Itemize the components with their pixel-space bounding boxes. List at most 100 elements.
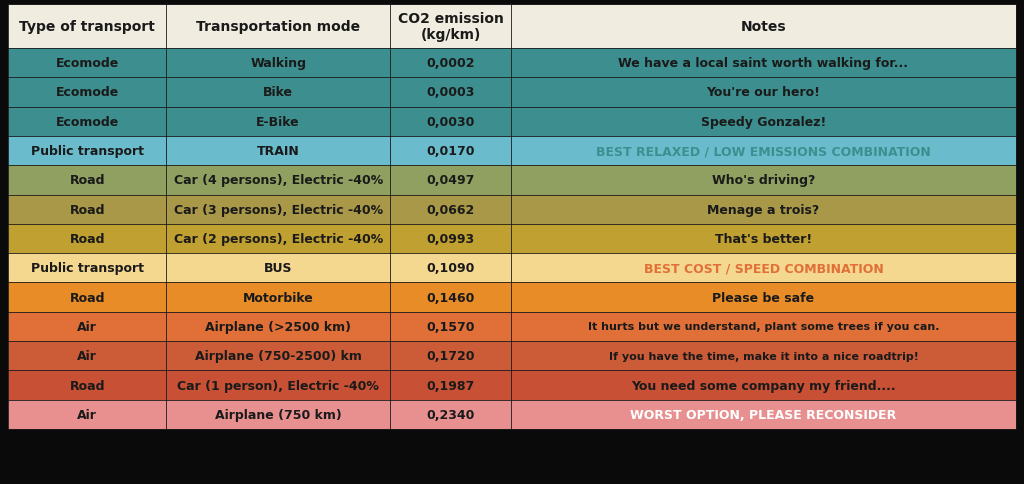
Text: Menage a trois?: Menage a trois? [708, 203, 819, 216]
Bar [511, 312, 1016, 341]
Bar [166, 195, 390, 225]
Text: 0,1987: 0,1987 [426, 379, 475, 392]
Text: Airplane (>2500 km): Airplane (>2500 km) [205, 320, 351, 333]
Bar [8, 5, 166, 49]
Text: 0,0003: 0,0003 [426, 86, 475, 99]
Bar [390, 107, 511, 136]
Text: Airplane (750-2500) km: Airplane (750-2500) km [195, 349, 361, 363]
Text: Type of transport: Type of transport [19, 20, 155, 34]
Text: Ecomode: Ecomode [55, 57, 119, 70]
Text: 0,1090: 0,1090 [426, 262, 475, 275]
Bar [390, 254, 511, 283]
Text: Ecomode: Ecomode [55, 116, 119, 128]
Bar [511, 371, 1016, 400]
Text: You're our hero!: You're our hero! [707, 86, 820, 99]
Bar [390, 49, 511, 78]
Text: BEST RELAXED / LOW EMISSIONS COMBINATION: BEST RELAXED / LOW EMISSIONS COMBINATION [596, 145, 931, 158]
Text: That's better!: That's better! [715, 232, 812, 245]
Bar [511, 225, 1016, 254]
Text: Road: Road [70, 379, 104, 392]
Bar [511, 341, 1016, 371]
Bar [166, 225, 390, 254]
Bar [8, 371, 166, 400]
Bar [390, 78, 511, 107]
Text: 0,1460: 0,1460 [426, 291, 475, 304]
Text: TRAIN: TRAIN [257, 145, 299, 158]
Text: 0,2340: 0,2340 [426, 408, 475, 421]
Text: It hurts but we understand, plant some trees if you can.: It hurts but we understand, plant some t… [588, 322, 939, 332]
Bar [8, 283, 166, 312]
Bar [166, 78, 390, 107]
Bar [8, 78, 166, 107]
Bar [390, 225, 511, 254]
Text: Who's driving?: Who's driving? [712, 174, 815, 187]
Bar [390, 283, 511, 312]
Bar [8, 312, 166, 341]
Text: 0,0993: 0,0993 [426, 232, 474, 245]
Bar [166, 136, 390, 166]
Text: 0,0662: 0,0662 [426, 203, 475, 216]
Text: Car (1 person), Electric -40%: Car (1 person), Electric -40% [177, 379, 379, 392]
Bar [511, 49, 1016, 78]
Bar [166, 400, 390, 429]
Bar [166, 312, 390, 341]
Text: You need some company my friend....: You need some company my friend.... [631, 379, 896, 392]
Bar [511, 254, 1016, 283]
Bar [8, 400, 166, 429]
Bar [390, 341, 511, 371]
Bar [511, 166, 1016, 195]
Bar [166, 371, 390, 400]
Bar [511, 283, 1016, 312]
Text: Car (3 persons), Electric -40%: Car (3 persons), Electric -40% [174, 203, 383, 216]
Bar [166, 5, 390, 49]
Bar [166, 49, 390, 78]
Text: If you have the time, make it into a nice roadtrip!: If you have the time, make it into a nic… [608, 351, 919, 361]
Text: Air: Air [77, 320, 97, 333]
Text: Bike: Bike [263, 86, 293, 99]
Text: Airplane (750 km): Airplane (750 km) [215, 408, 342, 421]
Text: Air: Air [77, 408, 97, 421]
Text: E-Bike: E-Bike [256, 116, 300, 128]
Text: Public transport: Public transport [31, 262, 143, 275]
Text: Car (2 persons), Electric -40%: Car (2 persons), Electric -40% [173, 232, 383, 245]
Bar [390, 400, 511, 429]
Bar [8, 254, 166, 283]
Text: Public transport: Public transport [31, 145, 143, 158]
Bar [8, 107, 166, 136]
Bar [511, 400, 1016, 429]
Text: CO2 emission
(kg/km): CO2 emission (kg/km) [397, 12, 504, 42]
Text: BUS: BUS [264, 262, 293, 275]
Text: 0,0170: 0,0170 [426, 145, 475, 158]
Bar [166, 166, 390, 195]
Text: Walking: Walking [250, 57, 306, 70]
Bar [390, 166, 511, 195]
Text: 0,1720: 0,1720 [426, 349, 475, 363]
Text: 0,0497: 0,0497 [426, 174, 475, 187]
Text: Road: Road [70, 203, 104, 216]
Text: Car (4 persons), Electric -40%: Car (4 persons), Electric -40% [173, 174, 383, 187]
Bar [8, 341, 166, 371]
Text: Road: Road [70, 174, 104, 187]
Bar [390, 5, 511, 49]
Bar [166, 107, 390, 136]
Text: Motorbike: Motorbike [243, 291, 313, 304]
Text: Notes: Notes [740, 20, 786, 34]
Bar [8, 166, 166, 195]
Text: WORST OPTION, PLEASE RECONSIDER: WORST OPTION, PLEASE RECONSIDER [631, 408, 897, 421]
Text: Please be safe: Please be safe [713, 291, 814, 304]
Text: 0,1570: 0,1570 [426, 320, 475, 333]
Text: Road: Road [70, 291, 104, 304]
Bar [390, 136, 511, 166]
Text: BEST COST / SPEED COMBINATION: BEST COST / SPEED COMBINATION [644, 262, 884, 275]
Text: 0,0002: 0,0002 [426, 57, 475, 70]
Bar [8, 136, 166, 166]
Bar [166, 341, 390, 371]
Bar [511, 78, 1016, 107]
Text: 0,0030: 0,0030 [426, 116, 475, 128]
Text: Speedy Gonzalez!: Speedy Gonzalez! [700, 116, 826, 128]
Bar [511, 107, 1016, 136]
Bar [8, 49, 166, 78]
Text: Transportation mode: Transportation mode [196, 20, 360, 34]
Bar [8, 225, 166, 254]
Bar [511, 5, 1016, 49]
